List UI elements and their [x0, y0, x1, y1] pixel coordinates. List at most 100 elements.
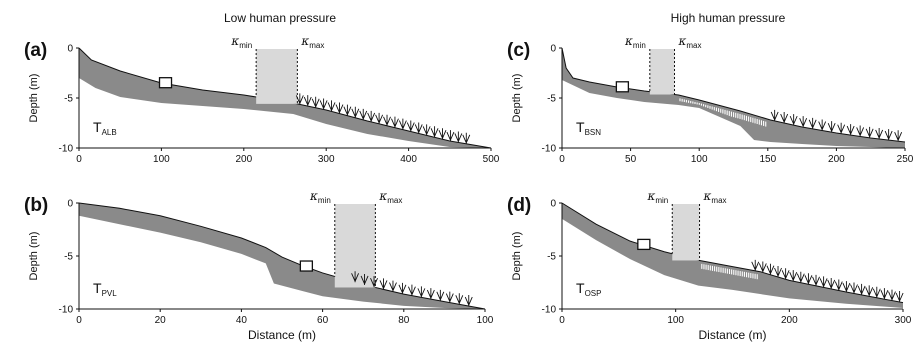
plant-mark: [351, 106, 360, 118]
plant-mark: [295, 93, 304, 105]
x-tick-label: 300: [895, 315, 912, 326]
y-axis-label: Depth (m): [511, 74, 523, 123]
y-tick-label: -5: [64, 252, 73, 263]
x-tick-label: 200: [781, 315, 798, 326]
kappa-range-box: [649, 49, 675, 95]
plant-mark: [789, 114, 798, 126]
x-tick-label: 100: [477, 315, 494, 326]
x-tick-label: 150: [759, 154, 776, 165]
x-axis-label: Distance (m): [698, 328, 766, 342]
plant-mark: [398, 282, 407, 294]
plant-marks: [770, 109, 903, 142]
plant-mark: [438, 128, 447, 140]
x-tick-label: 80: [398, 315, 410, 326]
y-axis-label: Depth (m): [511, 232, 523, 281]
y-tick-label: 0: [550, 199, 556, 210]
plant-mark: [360, 273, 369, 285]
plant-mark: [850, 282, 858, 294]
kappa-range-box: [256, 49, 298, 104]
plant-mark: [446, 130, 455, 142]
plant-mark: [751, 259, 760, 271]
plant-mark: [799, 116, 808, 128]
plant-mark: [774, 266, 782, 278]
plant-mark: [454, 131, 463, 143]
plant-mark: [865, 285, 874, 297]
plant-mark: [351, 271, 359, 283]
x-tick-label: 250: [897, 154, 914, 165]
plant-mark: [819, 276, 828, 288]
plant-mark: [766, 263, 775, 275]
plant-mark: [780, 112, 789, 124]
square-marker: [637, 238, 651, 251]
surface-line: [561, 202, 904, 304]
plant-mark: [367, 110, 376, 122]
plant-mark: [834, 279, 843, 291]
x-tick-label: 100: [691, 154, 708, 165]
plant-mark: [888, 289, 896, 301]
plant-mark: [462, 132, 471, 144]
panel-1: κmin κmax 0 20 40 60 80 100 0 -5 -10 Depth (m) Dista…: [24, 189, 494, 342]
plant-mark: [303, 95, 312, 107]
plant-mark: [781, 268, 790, 280]
kappa-max-label: κmax: [703, 189, 727, 205]
x-tick-label: 50: [625, 154, 637, 165]
plant-mark: [758, 261, 767, 273]
plant-mark: [464, 295, 473, 307]
plant-mark: [379, 278, 388, 290]
x-axis-label: Distance (m): [248, 328, 316, 342]
x-tick-label: 0: [76, 154, 82, 165]
panel-0: κmin κmax 0 100 200 300 400 500 0 -5 -10 Depth (m) (…: [24, 34, 500, 165]
hatched-zone: [679, 98, 767, 127]
y-tick-label: -10: [59, 144, 74, 155]
seabed-band: [79, 48, 491, 148]
plant-mark: [770, 109, 779, 121]
col-title-right: High human pressure: [671, 11, 786, 25]
y-tick-label: 0: [67, 199, 73, 210]
kappa-max-label: κmax: [378, 189, 402, 205]
square-marker: [158, 77, 173, 89]
plant-mark: [808, 117, 817, 129]
x-tick-label: 40: [236, 315, 248, 326]
panel-label: (c): [507, 40, 530, 61]
x-tick-label: 400: [400, 154, 417, 165]
y-tick-label: -10: [542, 305, 557, 316]
x-tick-label: 60: [317, 315, 329, 326]
transect-label: TBSN: [576, 119, 601, 137]
kappa-min-label: κmin: [646, 189, 668, 205]
x-tick-label: 500: [483, 154, 500, 165]
plant-mark: [827, 277, 836, 289]
plant-mark: [408, 284, 416, 296]
plant-marks: [295, 93, 471, 144]
plant-mark: [842, 281, 851, 293]
surface-line: [78, 202, 486, 310]
x-tick-label: 0: [559, 154, 565, 165]
plant-mark: [789, 270, 798, 282]
plant-mark: [359, 108, 368, 120]
x-tick-label: 0: [76, 315, 82, 326]
panel-3: κmin κmax 0 100 200 300 0 -5 -10 Depth (m) Distanc…: [507, 189, 912, 342]
transect-label: TOSP: [576, 280, 601, 298]
plant-mark: [335, 102, 344, 114]
panel-2: κmin κmax 0 50 100 150 200 250 0 -5 -10 Depth (m) (c…: [507, 34, 914, 165]
y-tick-label: -10: [59, 305, 74, 316]
plant-mark: [880, 288, 889, 300]
plant-mark: [389, 280, 397, 292]
plant-mark: [818, 119, 827, 131]
plant-mark: [319, 98, 328, 110]
plant-mark: [895, 291, 904, 303]
plant-mark: [445, 291, 454, 303]
plant-mark: [370, 276, 378, 288]
y-tick-label: -10: [542, 144, 557, 155]
seabed-band: [562, 203, 903, 308]
y-tick-label: -5: [64, 94, 73, 105]
transect-label: TALB: [93, 119, 117, 137]
plant-mark: [875, 127, 884, 139]
x-tick-label: 200: [828, 154, 845, 165]
panel-label: (a): [24, 40, 47, 61]
plant-mark: [846, 124, 855, 136]
plant-mark: [872, 286, 881, 298]
panel-label: (b): [24, 195, 48, 216]
plant-mark: [327, 100, 336, 112]
plant-mark: [884, 129, 893, 141]
